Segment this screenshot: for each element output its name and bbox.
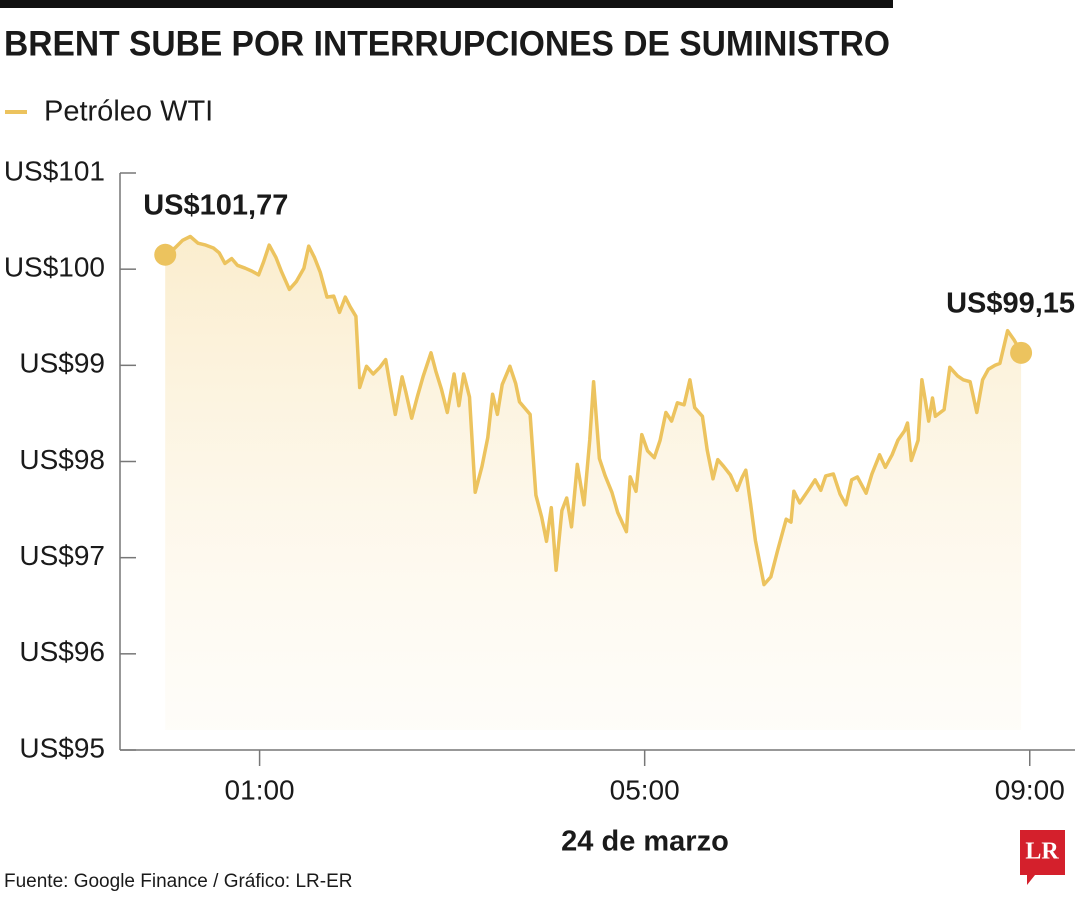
- y-tick-label: US$96: [19, 636, 105, 667]
- logo: LR: [1025, 839, 1059, 865]
- legend-label: Petróleo WTI: [44, 96, 213, 128]
- line: [164, 234, 1023, 587]
- x-tick-label: 05:00: [610, 774, 680, 805]
- chart-title: BRENT SUBE POR INTERRUPCIONES DE SUMINIS…: [4, 24, 890, 63]
- x-tick-label: 01:00: [225, 774, 295, 805]
- annotation: US$99,15: [946, 287, 1075, 319]
- x-axis-label: 24 de marzo: [561, 826, 729, 858]
- annotation: US$101,77: [143, 189, 288, 221]
- y-tick-label: US$101: [4, 155, 105, 186]
- end-dot: [154, 243, 177, 266]
- source: Fuente: Google Finance / Gráfico: LR-ER: [4, 871, 353, 892]
- y-tick-label: US$99: [19, 348, 105, 379]
- y-tick-label: US$100: [4, 252, 105, 283]
- y-tick-label: US$95: [19, 732, 105, 763]
- y-tick-label: US$97: [19, 540, 105, 571]
- area: [165, 236, 1022, 730]
- top-bar: [0, 0, 893, 8]
- x-tick-label: 09:00: [995, 774, 1065, 805]
- end-dot: [1010, 341, 1033, 364]
- logo-badge: [1020, 830, 1065, 885]
- y-tick-label: US$98: [19, 444, 105, 475]
